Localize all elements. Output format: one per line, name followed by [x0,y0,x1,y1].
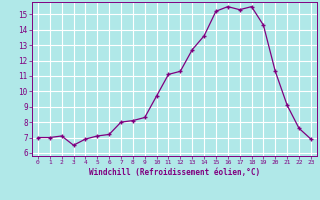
X-axis label: Windchill (Refroidissement éolien,°C): Windchill (Refroidissement éolien,°C) [89,168,260,177]
